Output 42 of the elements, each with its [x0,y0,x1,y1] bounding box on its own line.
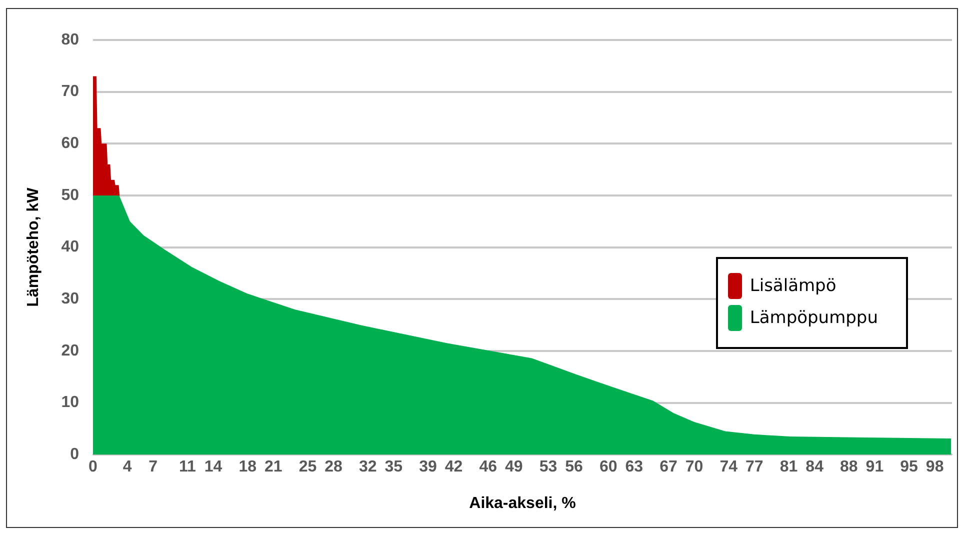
x-tick-label: 7 [148,458,158,476]
x-tick-label: 0 [88,458,98,476]
x-tick-label: 77 [746,458,764,476]
legend-label: Lämpöpumppu [750,308,878,328]
x-tick-label: 21 [264,458,282,476]
x-tick-label: 18 [238,458,257,476]
y-tick-label: 30 [61,290,80,308]
x-tick-label: 46 [479,458,498,476]
y-tick-label: 80 [61,31,80,48]
x-tick-label: 67 [660,458,678,476]
x-tick-label: 84 [806,458,824,476]
x-tick-label: 49 [505,458,523,476]
x-tick-label: 63 [625,458,644,476]
legend-label: Lisälämpö [750,276,836,296]
x-tick-label: 98 [926,458,944,476]
x-tick-label: 4 [122,458,132,476]
y-tick-label: 70 [61,83,80,100]
y-tick-label: 10 [61,394,80,412]
y-tick-label: 60 [61,135,80,152]
y-tick-label: 50 [61,186,80,204]
y-tick-label: 20 [61,342,80,360]
x-tick-label: 39 [419,458,438,476]
x-tick-label: 91 [866,458,884,476]
x-tick-label: 11 [179,458,196,476]
x-tick-label: 70 [685,458,704,476]
x-tick-label: 53 [539,458,558,476]
x-tick-label: 14 [204,458,222,476]
y-tick-label: 40 [61,238,80,256]
y-axis-title: Lämpöteho, kW [25,186,42,307]
y-tick-label: 0 [70,446,80,464]
x-tick-label: 56 [565,458,584,476]
x-tick-label: 42 [444,458,463,476]
x-tick-label: 35 [384,458,403,476]
x-tick-label: 25 [298,458,317,476]
x-tick-label: 95 [900,458,918,476]
x-tick-label: 81 [780,458,798,476]
x-tick-label: 74 [720,458,738,476]
x-axis-title: Aika-akseli, % [469,494,576,512]
x-tick-label: 88 [840,458,858,476]
x-tick-label: 32 [358,458,377,476]
x-tick-label: 28 [324,458,343,476]
x-tick-label: 60 [600,458,618,476]
